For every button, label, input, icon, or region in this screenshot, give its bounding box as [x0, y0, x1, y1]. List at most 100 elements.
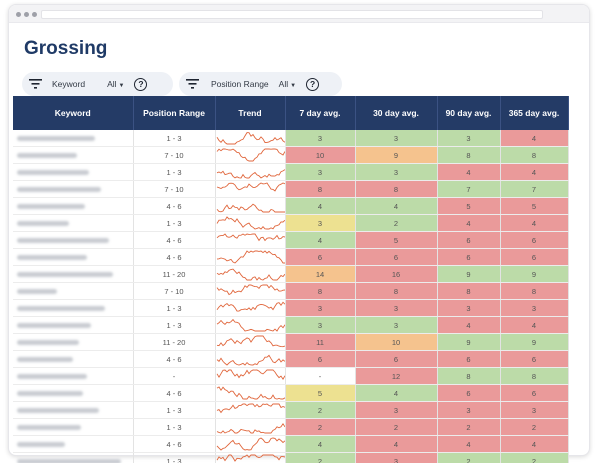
trend-sparkline	[215, 163, 286, 181]
keyword-cell	[13, 316, 134, 334]
keyword-cell	[13, 180, 134, 198]
30-day-avg-cell: 3	[355, 130, 438, 147]
table-row[interactable]: 11 - 20 14 16 9 9	[13, 265, 569, 283]
30-day-avg-cell: 8	[355, 180, 438, 198]
keyword-cell	[13, 452, 134, 463]
keyword-cell	[13, 367, 134, 385]
column-header-position-range[interactable]: Position Range	[133, 96, 216, 130]
keyword-cell	[13, 231, 134, 249]
30-day-avg-cell: 5	[355, 231, 438, 249]
365-day-avg-cell: 2	[500, 452, 569, 463]
column-header-90-day-avg[interactable]: 90 day avg.	[437, 96, 501, 130]
keyword-cell	[13, 418, 134, 436]
column-header-30-day-avg[interactable]: 30 day avg.	[355, 96, 438, 130]
365-day-avg-cell: 9	[500, 265, 569, 283]
sparkline-line	[216, 182, 284, 192]
position-range-cell: 1 - 3	[133, 163, 216, 181]
redacted-keyword	[17, 136, 95, 142]
table-row[interactable]: - -12 8 8	[13, 367, 569, 385]
90-day-avg-cell: 2	[437, 418, 501, 436]
table-header-row: Keyword Position Range Trend 7 day avg. …	[13, 96, 569, 130]
30-day-avg-cell: 4	[355, 384, 438, 402]
position-range-cell: -	[133, 367, 216, 385]
column-header-7-day-avg[interactable]: 7 day avg.	[285, 96, 356, 130]
sparkline-chart	[216, 268, 284, 281]
trend-sparkline	[215, 180, 286, 198]
30-day-avg-cell: 6	[355, 350, 438, 368]
30-day-avg-cell: 2	[355, 418, 438, 436]
position-range-cell: 7 - 10	[133, 282, 216, 300]
trend-sparkline	[215, 384, 286, 402]
position-range-cell: 4 - 6	[133, 435, 216, 453]
365-day-avg-cell: 3	[500, 401, 569, 419]
7-day-avg-cell: 3	[285, 214, 356, 232]
address-bar[interactable]	[41, 10, 543, 19]
keyword-filter[interactable]: Keyword All ▼ ?	[22, 72, 173, 96]
sparkline-line	[216, 284, 284, 296]
table-row[interactable]: 7 - 10 8 8 7 7	[13, 180, 569, 198]
90-day-avg-cell: 8	[437, 367, 501, 385]
position-range-cell: 4 - 6	[133, 248, 216, 266]
7-day-avg-cell: 3	[285, 163, 356, 181]
sparkline-chart	[216, 301, 284, 312]
sparkline-chart	[216, 335, 284, 348]
position-range-filter-dropdown[interactable]: All ▼	[279, 79, 296, 89]
help-icon[interactable]: ?	[306, 77, 320, 91]
column-header-trend[interactable]: Trend	[215, 96, 286, 130]
table-row[interactable]: 7 - 10 8 8 8 8	[13, 282, 569, 300]
column-header-365-day-avg[interactable]: 365 day avg.	[500, 96, 569, 130]
help-icon[interactable]: ?	[134, 77, 148, 91]
7-day-avg-cell: 2	[285, 418, 356, 436]
7-day-avg-cell: 3	[285, 299, 356, 317]
position-range-cell: 1 - 3	[133, 401, 216, 419]
90-day-avg-cell: 3	[437, 401, 501, 419]
sparkline-line	[216, 422, 284, 434]
column-header-keyword[interactable]: Keyword	[13, 96, 134, 130]
position-range-cell: 1 - 3	[133, 418, 216, 436]
7-day-avg-cell: -	[285, 367, 356, 385]
90-day-avg-cell: 5	[437, 197, 501, 215]
7-day-avg-cell: 8	[285, 282, 356, 300]
30-day-avg-cell: 6	[355, 248, 438, 266]
redacted-keyword	[17, 425, 81, 431]
keyword-filter-dropdown[interactable]: All ▼	[107, 79, 124, 89]
keyword-cell	[13, 265, 134, 283]
window-dot-icon	[32, 12, 37, 17]
window-dot-icon	[16, 12, 21, 17]
trend-sparkline	[215, 197, 286, 215]
redacted-keyword	[17, 408, 99, 414]
sparkline-chart	[216, 250, 284, 264]
30-day-avg-cell: 4	[355, 197, 438, 215]
365-day-avg-cell: 7	[500, 180, 569, 198]
sparkline-line	[216, 403, 284, 414]
redacted-keyword	[17, 306, 105, 312]
redacted-keyword	[17, 187, 101, 193]
redacted-keyword	[17, 374, 87, 380]
keyword-cell	[13, 248, 134, 266]
365-day-avg-cell: 6	[500, 231, 569, 249]
position-range-cell: 1 - 3	[133, 452, 216, 463]
position-range-cell: 4 - 6	[133, 384, 216, 402]
90-day-avg-cell: 7	[437, 180, 501, 198]
table-row[interactable]: 7 - 10 10 9 8 8	[13, 146, 569, 164]
90-day-avg-cell: 8	[437, 282, 501, 300]
trend-sparkline	[215, 367, 286, 385]
keyword-cell	[13, 197, 134, 215]
sparkline-line	[216, 335, 284, 348]
position-range-filter[interactable]: Position Range All ▼ ?	[179, 72, 342, 96]
table-row[interactable]: 11 - 20 11 10 9 9	[13, 333, 569, 351]
